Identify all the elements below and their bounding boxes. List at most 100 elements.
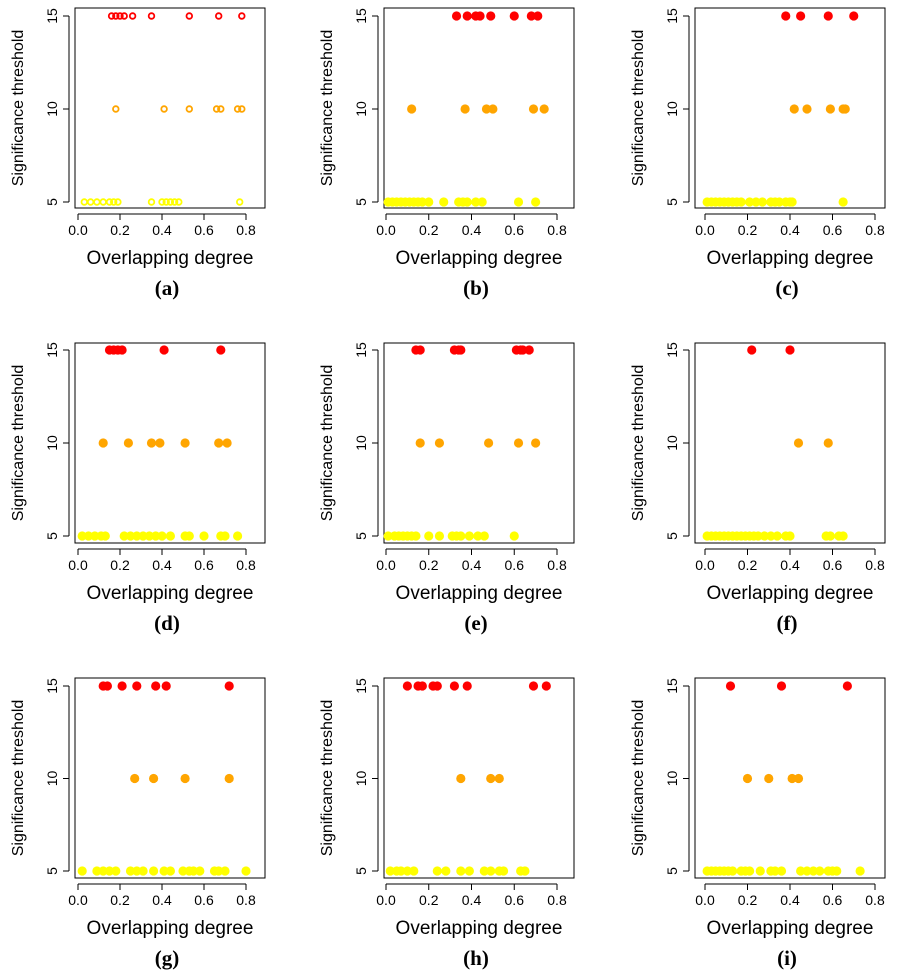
data-point-threshold-15 xyxy=(486,11,496,21)
data-point-threshold-5 xyxy=(751,197,761,207)
data-point-threshold-10 xyxy=(149,773,159,784)
x-tick-label: 0.6 xyxy=(505,557,525,573)
plot-frame xyxy=(694,677,886,879)
data-point-threshold-5 xyxy=(815,866,825,876)
data-point-threshold-15 xyxy=(107,12,116,20)
data-point-threshold-5 xyxy=(178,866,188,876)
x-tick-label: 0.8 xyxy=(236,222,256,238)
data-point-threshold-5 xyxy=(832,866,842,876)
data-point-threshold-5 xyxy=(119,531,129,541)
panel-label: (f) xyxy=(777,611,798,635)
y-tick-label: 15 xyxy=(353,678,369,694)
data-point-threshold-10 xyxy=(481,104,492,114)
data-point-threshold-5 xyxy=(770,866,780,876)
data-point-threshold-5 xyxy=(464,531,474,541)
data-point-threshold-5 xyxy=(199,531,209,541)
data-point-threshold-15 xyxy=(120,12,128,20)
x-tick-label: 0.8 xyxy=(865,222,885,238)
data-point-threshold-15 xyxy=(185,12,193,20)
plot-frame xyxy=(383,342,575,544)
y-axis-label: Significance threshold xyxy=(630,30,647,187)
data-point-threshold-15 xyxy=(132,681,142,691)
data-point-threshold-15 xyxy=(216,345,226,355)
data-point-threshold-5 xyxy=(233,531,243,541)
data-point-threshold-15 xyxy=(781,11,791,21)
data-point-threshold-15 xyxy=(432,681,442,691)
x-tick-label: 0.4 xyxy=(780,892,800,908)
plot-frame xyxy=(694,7,886,209)
data-point-threshold-5 xyxy=(158,198,166,206)
data-point-threshold-15 xyxy=(462,11,472,21)
data-point-threshold-10 xyxy=(484,438,494,448)
data-point-threshold-10 xyxy=(531,438,541,448)
y-tick-label: 5 xyxy=(44,532,60,540)
x-tick-label: 0.8 xyxy=(547,557,567,573)
data-point-threshold-10 xyxy=(180,773,190,784)
panel-label: (g) xyxy=(155,946,180,970)
data-point-threshold-5 xyxy=(757,197,767,207)
data-point-threshold-15 xyxy=(238,12,246,20)
data-point-threshold-5 xyxy=(745,197,755,207)
data-point-threshold-10 xyxy=(825,104,835,114)
data-point-threshold-10 xyxy=(460,104,470,114)
data-point-threshold-5 xyxy=(105,198,114,206)
data-point-threshold-5 xyxy=(441,866,451,876)
y-tick-label: 10 xyxy=(44,101,60,117)
y-tick-label: 5 xyxy=(353,867,369,875)
data-point-threshold-10 xyxy=(742,773,753,784)
data-point-threshold-5 xyxy=(479,531,489,541)
data-point-threshold-10 xyxy=(434,438,445,448)
data-point-threshold-5 xyxy=(166,198,175,206)
x-axis-label: Overlapping degree xyxy=(87,248,254,269)
y-tick-label: 5 xyxy=(664,867,680,875)
data-point-threshold-5 xyxy=(109,198,118,206)
data-point-threshold-15 xyxy=(147,12,156,20)
data-point-threshold-15 xyxy=(112,12,120,20)
data-point-threshold-5 xyxy=(838,197,848,207)
x-tick-label: 0.6 xyxy=(823,222,843,238)
data-point-threshold-5 xyxy=(100,531,110,541)
x-tick-label: 0.0 xyxy=(695,222,715,238)
data-point-threshold-5 xyxy=(83,531,94,541)
scatter-panel-e: 0.0 0.2 0.4 0.6 0.8 5 10 15 Overlapping degree Si… xyxy=(319,342,575,635)
y-tick-label: 15 xyxy=(664,342,680,358)
x-tick-label: 0.2 xyxy=(110,222,130,238)
data-point-threshold-5 xyxy=(220,866,230,876)
data-point-threshold-10 xyxy=(98,438,108,448)
data-point-threshold-15 xyxy=(102,681,112,691)
data-point-threshold-5 xyxy=(766,531,776,541)
data-point-threshold-10 xyxy=(823,438,833,448)
data-point-threshold-5 xyxy=(241,866,251,876)
y-tick-label: 10 xyxy=(44,435,60,451)
x-tick-label: 0.8 xyxy=(865,892,885,908)
data-point-threshold-5 xyxy=(99,198,107,206)
y-tick-label: 10 xyxy=(664,101,680,117)
data-point-threshold-5 xyxy=(86,198,95,206)
data-point-threshold-5 xyxy=(409,866,419,876)
data-point-threshold-15 xyxy=(747,345,757,355)
data-point-threshold-15 xyxy=(449,681,459,691)
x-tick-label: 0.0 xyxy=(695,892,715,908)
data-point-threshold-5 xyxy=(93,198,101,206)
data-point-threshold-5 xyxy=(165,866,175,876)
data-point-threshold-5 xyxy=(147,198,156,206)
y-axis-label: Significance threshold xyxy=(630,365,647,522)
data-point-threshold-5 xyxy=(188,866,199,876)
x-tick-label: 0.6 xyxy=(505,892,525,908)
data-point-threshold-5 xyxy=(736,197,746,207)
y-tick-label: 10 xyxy=(664,771,680,787)
plot-frame xyxy=(383,7,575,209)
data-point-threshold-5 xyxy=(175,198,183,206)
data-point-threshold-10 xyxy=(513,438,524,448)
data-point-threshold-5 xyxy=(509,531,519,541)
data-point-threshold-5 xyxy=(759,531,770,541)
data-point-threshold-15 xyxy=(462,681,472,691)
data-point-threshold-15 xyxy=(116,12,124,20)
data-point-threshold-5 xyxy=(138,531,148,541)
y-axis-label: Significance threshold xyxy=(319,700,336,857)
x-tick-label: 0.2 xyxy=(738,557,758,573)
data-point-threshold-5 xyxy=(80,198,88,206)
x-tick-label: 0.4 xyxy=(152,892,172,908)
data-point-threshold-5 xyxy=(170,198,179,206)
plot-frame xyxy=(74,677,266,879)
